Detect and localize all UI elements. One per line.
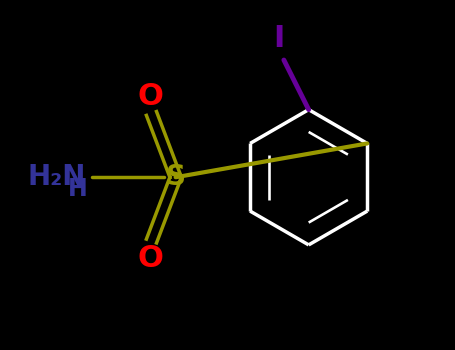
- Text: S: S: [166, 163, 186, 191]
- Text: I: I: [273, 24, 285, 53]
- Text: H₂N: H₂N: [27, 163, 86, 191]
- Text: O: O: [138, 244, 164, 273]
- Text: H: H: [68, 177, 88, 201]
- Text: O: O: [138, 82, 164, 111]
